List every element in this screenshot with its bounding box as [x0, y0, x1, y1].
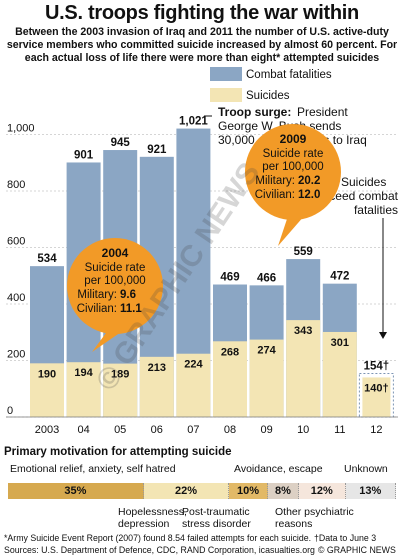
suicide-bar [66, 362, 101, 417]
callout-2009-line2: per 100,000 [262, 161, 323, 173]
motivation-segment: 12% [299, 483, 346, 499]
motivation-label-hopelessness: Hopelessness, depression [118, 506, 187, 530]
x-tick-label: 07 [187, 424, 199, 436]
suicide-bar [176, 353, 211, 417]
motivation-label-ptsd: Post-traumatic stress disorder [182, 506, 251, 530]
suicide-value-label: 194 [74, 367, 93, 379]
callout-2004-year: 2004 [102, 246, 129, 260]
x-tick-label: 12 [370, 424, 382, 436]
suicide-value-label: 213 [148, 362, 166, 374]
callout-2004-line1: Suicide rate [85, 262, 146, 274]
suicide-bar [213, 341, 247, 417]
x-tick-label: 11 [334, 424, 345, 436]
callout-2004-military-value: 9.6 [120, 289, 136, 301]
combat-value-label: 472 [330, 271, 349, 283]
y-tick-label: 400 [7, 292, 25, 304]
callout-2009-year: 2009 [280, 132, 307, 146]
footnote-sources: Sources: U.S. Department of Defence, CDC… [4, 545, 315, 555]
suicide-bar [362, 377, 391, 417]
y-tick-label: 1,000 [7, 123, 35, 135]
callout-2004-civilian-label: Civilian: [77, 303, 117, 315]
suicide-bar [249, 339, 284, 417]
callout-2004-line2: per 100,000 [84, 275, 145, 287]
note-2012-arrow [379, 332, 387, 339]
motivation-segment: 35% [8, 483, 144, 499]
surge-text-1: President [297, 105, 348, 119]
motivation-label-avoidance: Avoidance, escape [234, 463, 323, 475]
note-2012-text-2: exceed combat [317, 189, 399, 203]
motivation-title: Primary motivation for attempting suicid… [4, 446, 232, 458]
x-tick-label: 2003 [35, 424, 59, 436]
combat-value-label: 559 [294, 246, 313, 258]
suicide-value-label: 189 [111, 369, 129, 381]
suicide-value-label: 274 [257, 345, 276, 357]
legend-label-combat: Combat fatalities [246, 69, 332, 81]
bar-chart: 0 200 400 600 800 1,000 534 190 2003 901 194 04 945 1… [6, 67, 399, 436]
combat-value-label: 469 [220, 272, 239, 284]
combat-value-label: 534 [37, 253, 57, 265]
combat-value-label: 901 [74, 149, 94, 161]
x-tick-label: 05 [114, 424, 126, 436]
footnote-copyright: © GRAPHIC NEWS [318, 545, 396, 555]
combat-value-label: 466 [257, 272, 276, 284]
callout-2009-military-value: 20.2 [298, 175, 320, 187]
callout-2009-bubble [245, 124, 341, 220]
footnote-data-date: †Data to June 3 [314, 533, 377, 543]
callout-2009-line1: Suicide rate [263, 148, 324, 160]
y-tick-label: 0 [7, 405, 13, 417]
y-tick-label: 200 [7, 349, 25, 361]
combat-value-label: 945 [111, 137, 131, 149]
note-2012-text-3: fatalities [354, 203, 398, 217]
motivation-segment: 22% [143, 483, 230, 499]
callout-2004-military-label: Military: [77, 289, 117, 301]
callout-2009-civilian-label: Civilian: [255, 189, 295, 201]
x-tick-label: 06 [151, 424, 163, 436]
motivation-segment: 10% [229, 483, 268, 499]
callout-2009-military-label: Military: [255, 175, 295, 187]
x-tick-label: 08 [224, 424, 236, 436]
suicide-value-label: 301 [331, 337, 349, 349]
combat-value-label: 154† [364, 360, 390, 372]
legend-swatch-combat [210, 67, 242, 81]
y-tick-label: 800 [7, 179, 25, 191]
suicide-value-label: 268 [221, 346, 239, 358]
legend-label-suicides: Suicides [246, 90, 290, 102]
motivation-label-emotional: Emotional relief, anxiety, self hatred [10, 463, 176, 475]
suicide-value-label: 140† [364, 382, 388, 394]
suicide-bar [286, 320, 321, 417]
motivation-segment: 8% [267, 483, 299, 499]
combat-value-label: 1,021 [179, 116, 208, 128]
y-tick-label: 600 [7, 236, 25, 248]
motivation-label-other: Other psychiatric reasons [275, 506, 354, 530]
x-tick-label: 10 [297, 424, 309, 436]
motivation-segment: 13% [345, 483, 396, 499]
suicide-bar [103, 363, 138, 417]
callout-2009-civilian-value: 12.0 [298, 189, 320, 201]
suicide-bar [139, 356, 174, 417]
note-2012-text-1: Suicides [341, 175, 386, 189]
suicide-value-label: 224 [184, 359, 203, 371]
combat-value-label: 921 [147, 144, 167, 156]
suicide-value-label: 343 [294, 325, 312, 337]
footnote-attempts: *Army Suicide Event Report (2007) found … [4, 533, 312, 543]
motivation-label-unknown: Unknown [344, 463, 388, 475]
page-title: U.S. troops fighting the war within [45, 2, 359, 24]
suicide-value-label: 190 [38, 368, 56, 380]
legend-swatch-suicides [210, 88, 242, 102]
surge-title: Troop surge: [218, 105, 291, 119]
callout-2004-civilian-value: 11.1 [120, 303, 142, 315]
callout-2004-bubble [67, 238, 163, 334]
x-tick-label: 09 [260, 424, 272, 436]
x-tick-label: 04 [77, 424, 89, 436]
suicide-bar [322, 331, 357, 417]
intro-text: Between the 2003 invasion of Iraq and 20… [6, 26, 398, 64]
suicide-bar [30, 363, 64, 417]
